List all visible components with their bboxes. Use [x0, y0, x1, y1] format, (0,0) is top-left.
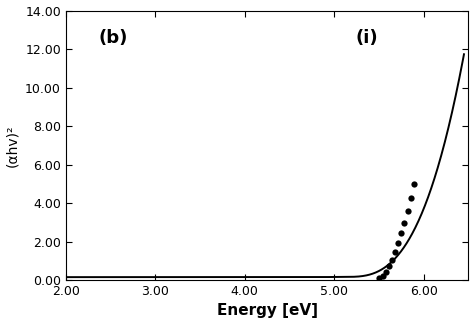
- Y-axis label: (αhv)²: (αhv)²: [6, 124, 19, 167]
- X-axis label: Energy [eV]: Energy [eV]: [217, 304, 318, 318]
- Text: (b): (b): [98, 29, 128, 47]
- Text: (i): (i): [356, 29, 378, 47]
